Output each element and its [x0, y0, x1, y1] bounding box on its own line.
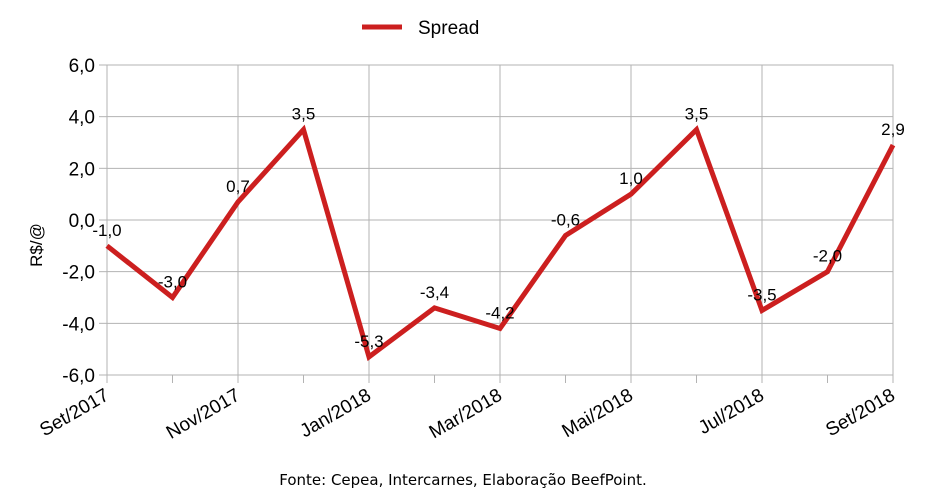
y-tick-label: -4,0	[62, 314, 95, 335]
x-tick-label: Set/2018	[822, 385, 898, 441]
x-tick-label: Nov/2017	[163, 385, 244, 444]
data-label: -2,0	[813, 247, 842, 266]
spread-line	[105, 124, 896, 362]
x-tick-label: Jan/2018	[297, 385, 375, 442]
data-labels: -1,0 -3,0 0,7 3,5 -5,3 -3,4 -4,2 -0,6 1,0 3,5 -3,5…	[92, 105, 904, 351]
x-tick-label: Set/2017	[36, 385, 112, 441]
x-tick-labels: Set/2017 Nov/2017 Jan/2018 Mar/2018 Mai/2018…	[36, 385, 898, 444]
y-tick-label: 2,0	[69, 159, 95, 180]
data-label: 0,7	[226, 177, 250, 196]
data-label: -1,0	[92, 221, 121, 240]
legend: Spread	[362, 18, 479, 39]
data-label: 2,9	[881, 120, 905, 139]
data-label: -3,0	[158, 273, 187, 292]
data-label: 3,5	[292, 105, 316, 124]
axes	[99, 64, 894, 383]
y-axis-label: R$/@	[27, 223, 46, 267]
x-tick-label: Jul/2018	[695, 385, 768, 439]
data-label: 3,5	[685, 105, 709, 124]
y-tick-label: -6,0	[62, 366, 95, 387]
y-tick-label: -2,0	[62, 263, 95, 284]
series-lines	[105, 124, 896, 362]
y-tick-label: 4,0	[69, 108, 95, 129]
y-tick-label: 0,0	[69, 211, 95, 232]
data-label: -4,2	[485, 304, 514, 323]
data-label: 1,0	[619, 169, 643, 188]
x-tick-label: Mar/2018	[426, 385, 506, 443]
data-label: -3,4	[420, 283, 449, 302]
legend-label: Spread	[418, 18, 479, 39]
y-tick-labels: 6,0 4,0 2,0 0,0 -2,0 -4,0 -6,0	[62, 56, 95, 387]
source-note: Fonte: Cepea, Intercarnes, Elaboração Be…	[279, 471, 647, 489]
data-label: -3,5	[747, 285, 776, 304]
data-label: -0,6	[551, 211, 580, 230]
data-label: -5,3	[354, 332, 383, 351]
y-tick-label: 6,0	[69, 56, 95, 77]
x-tick-label: Mai/2018	[559, 385, 637, 442]
